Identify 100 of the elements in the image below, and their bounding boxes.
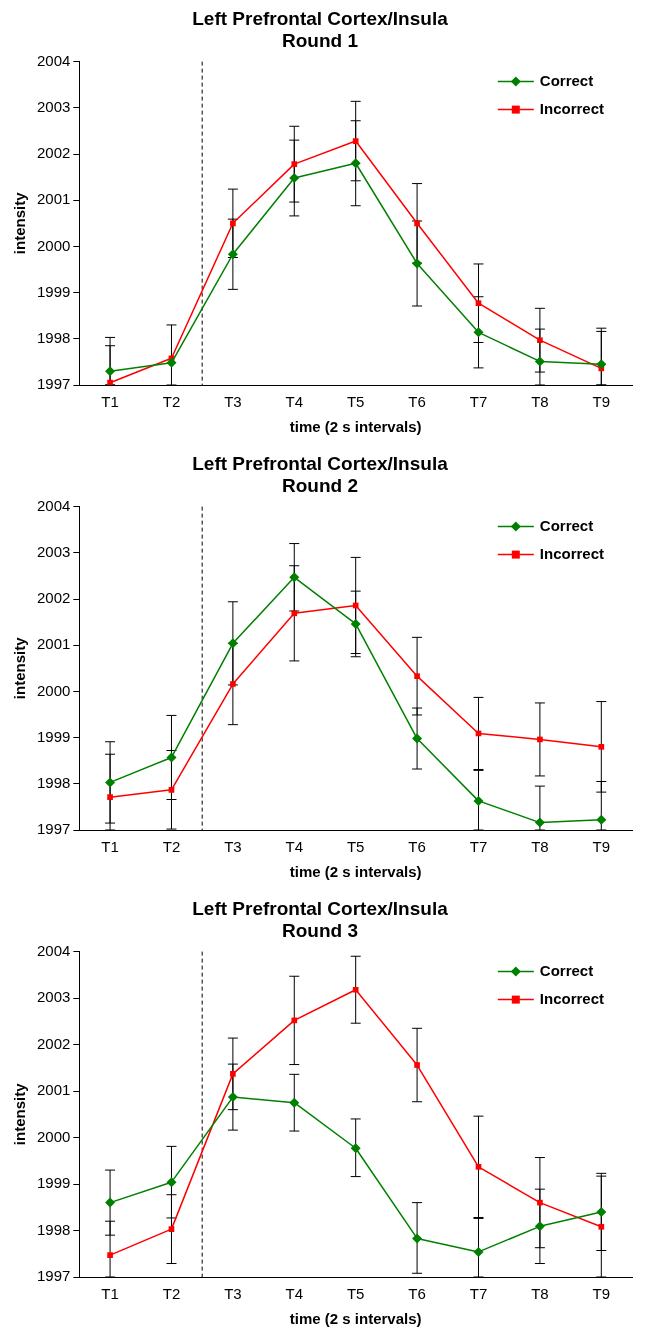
x-tick-label: T3 [224, 393, 242, 411]
y-tick-label: 1999 [36, 282, 71, 300]
point [230, 681, 236, 687]
x-tick-label: T5 [346, 393, 365, 411]
point [537, 736, 543, 743]
point [105, 1197, 116, 1208]
y-tick-label: 2002 [36, 1034, 71, 1052]
point [537, 337, 543, 344]
legend-label: Correct [539, 71, 594, 89]
y-tick-label: 2003 [36, 988, 71, 1006]
x-tick-label: T6 [408, 1285, 426, 1303]
y-tick-label: 2000 [36, 681, 71, 699]
point [166, 1177, 177, 1188]
point [291, 161, 298, 167]
y-tick-label: 2002 [36, 589, 71, 607]
x-axis-title: time (2 s intervals) [289, 418, 422, 436]
x-tick-label: T8 [531, 1285, 549, 1303]
legend-label: Correct [539, 516, 594, 534]
point [230, 1071, 236, 1077]
y-axis-title: intensity [11, 1082, 29, 1146]
chart-title: Left Prefrontal Cortex/Insula [192, 897, 449, 919]
y-tick-label: 2004 [36, 941, 71, 959]
y-tick-label: 2000 [36, 236, 71, 254]
point [534, 1221, 545, 1232]
x-tick-label: T2 [162, 838, 181, 856]
point [227, 638, 238, 649]
chart-subtitle: Round 3 [282, 920, 358, 942]
x-tick-label: T1 [101, 838, 119, 856]
y-axis-title: intensity [11, 191, 29, 255]
chart-subtitle: Round 1 [282, 30, 359, 52]
y-tick-label: 1998 [36, 1220, 71, 1238]
point [289, 173, 300, 184]
x-tick-label: T3 [224, 838, 242, 856]
y-tick-label: 1997 [36, 820, 71, 838]
point [414, 673, 420, 679]
point [596, 1206, 607, 1217]
y-tick-label: 2004 [36, 51, 71, 69]
x-tick-label: T2 [162, 1285, 181, 1303]
point [166, 357, 177, 368]
point [534, 817, 545, 828]
point [289, 1097, 300, 1108]
point [352, 138, 359, 144]
y-axis-title: intensity [11, 636, 29, 700]
x-tick-label: T9 [592, 1285, 611, 1303]
point [291, 610, 298, 617]
point [105, 366, 116, 377]
point [412, 258, 423, 269]
point [107, 379, 113, 385]
x-tick-label: T3 [224, 1285, 242, 1303]
point [414, 1062, 420, 1068]
x-tick-label: T6 [408, 393, 426, 411]
point [473, 795, 484, 806]
y-tick-label: 2001 [36, 635, 71, 653]
point [475, 300, 482, 307]
x-tick-label: T1 [101, 1285, 119, 1303]
point [350, 158, 361, 169]
y-tick-label: 1998 [36, 773, 71, 791]
point [537, 1199, 543, 1206]
point [350, 618, 361, 629]
legend-label: Incorrect [539, 989, 605, 1007]
y-tick-label: 2000 [36, 1127, 71, 1145]
point [227, 1092, 238, 1103]
point [598, 1223, 605, 1230]
legend-label: Correct [539, 961, 594, 979]
point [534, 356, 545, 367]
point [596, 814, 607, 825]
y-tick-label: 2001 [36, 190, 71, 208]
point [107, 794, 113, 801]
y-tick-label: 2004 [36, 496, 71, 514]
x-tick-label: T6 [408, 838, 426, 856]
point [107, 1252, 113, 1258]
y-tick-label: 2003 [36, 97, 71, 115]
y-tick-label: 1999 [36, 1174, 71, 1192]
x-tick-label: T4 [285, 838, 304, 856]
x-axis-title: time (2 s intervals) [289, 1310, 422, 1328]
point [350, 1143, 361, 1154]
y-tick-label: 1997 [36, 1267, 71, 1285]
legend-label: Incorrect [539, 99, 605, 117]
x-tick-label: T8 [531, 393, 549, 411]
x-axis-title: time (2 s intervals) [289, 863, 422, 881]
x-tick-label: T7 [469, 838, 488, 856]
point [598, 744, 605, 750]
point [230, 220, 236, 227]
point [473, 1246, 484, 1257]
chart-title: Left Prefrontal Cortex/Insula [192, 452, 449, 474]
point [168, 1226, 175, 1232]
y-tick-label: 1998 [36, 328, 71, 346]
point [227, 249, 238, 260]
chart-subtitle: Round 2 [282, 475, 358, 497]
x-tick-label: T9 [592, 393, 611, 411]
chart-title: Left Prefrontal Cortex/Insula [192, 7, 449, 29]
x-tick-label: T4 [285, 393, 304, 411]
legend-label: Incorrect [539, 544, 605, 562]
x-tick-label: T9 [592, 838, 611, 856]
point [475, 1164, 482, 1170]
point [105, 777, 116, 788]
x-tick-label: T7 [469, 1285, 488, 1303]
y-tick-label: 2002 [36, 144, 71, 162]
point [352, 986, 359, 993]
point [168, 786, 175, 793]
